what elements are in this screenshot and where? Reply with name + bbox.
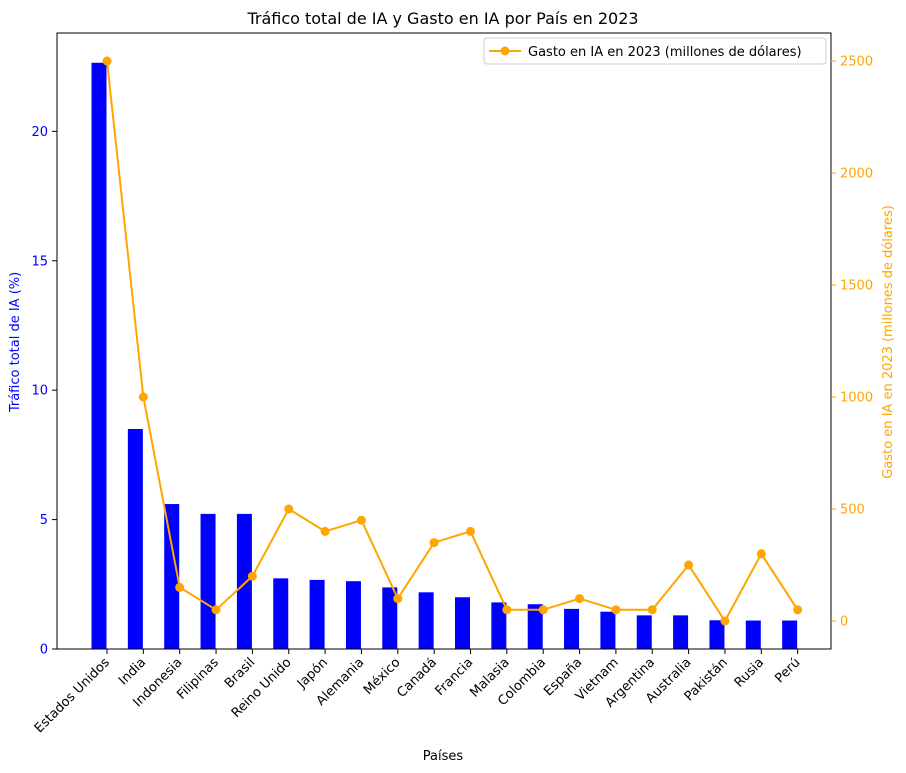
y-left-tick-label: 20 bbox=[31, 125, 48, 140]
y-right-tick-label: 1000 bbox=[840, 391, 873, 406]
y-axis-left-label: Tráfico total de IA (%) bbox=[8, 272, 23, 413]
y-left-tick-label: 0 bbox=[40, 643, 48, 658]
line-point bbox=[466, 526, 475, 536]
line-point bbox=[211, 605, 221, 615]
legend: Gasto en IA en 2023 (millones de dólares… bbox=[483, 37, 827, 65]
bar bbox=[164, 504, 180, 649]
line-point bbox=[793, 605, 803, 615]
line-point bbox=[756, 549, 766, 559]
bar bbox=[636, 615, 652, 649]
y-right-tick-label: 1500 bbox=[840, 279, 873, 294]
line-point bbox=[647, 605, 657, 615]
line-series bbox=[102, 56, 803, 626]
bar bbox=[745, 620, 761, 649]
x-tick-label: Perú bbox=[772, 655, 803, 686]
line-point bbox=[138, 392, 148, 402]
line-point bbox=[502, 605, 512, 615]
bar bbox=[273, 578, 289, 649]
line-point bbox=[538, 605, 548, 615]
bar bbox=[309, 579, 325, 649]
legend-box bbox=[483, 37, 827, 65]
bar bbox=[236, 513, 252, 649]
x-tick-label: Canadá bbox=[394, 655, 440, 701]
legend-marker-swatch bbox=[500, 46, 510, 56]
axes bbox=[56, 32, 832, 650]
x-tick-label: India bbox=[116, 655, 149, 688]
plot-frame bbox=[56, 32, 832, 650]
line-point bbox=[175, 582, 185, 592]
y-right-tick-label: 2000 bbox=[840, 167, 873, 182]
bar bbox=[127, 429, 143, 649]
bar bbox=[382, 587, 398, 649]
line-point bbox=[684, 560, 694, 570]
line-point bbox=[429, 538, 439, 548]
y-right-tick-label: 2500 bbox=[840, 55, 873, 70]
y-right-tick-label: 500 bbox=[840, 503, 865, 518]
y-left-tick-label: 5 bbox=[40, 513, 48, 528]
bar bbox=[91, 62, 107, 649]
bar bbox=[673, 615, 689, 649]
chart-title: Tráfico total de IA y Gasto en IA por Pa… bbox=[246, 9, 638, 28]
y-left-tick-label: 15 bbox=[31, 254, 48, 269]
line-point bbox=[320, 526, 330, 536]
bar bbox=[491, 602, 507, 649]
bar bbox=[709, 620, 725, 649]
x-tick-label: Estados Unidos bbox=[32, 655, 113, 736]
bar bbox=[345, 581, 361, 649]
line-point bbox=[284, 504, 294, 514]
line-point bbox=[575, 594, 585, 604]
bar bbox=[564, 608, 580, 649]
y-right-tick-label: 0 bbox=[840, 615, 848, 630]
line-point bbox=[611, 605, 621, 615]
line-point bbox=[102, 56, 112, 66]
bar bbox=[200, 513, 216, 649]
line-point bbox=[356, 515, 366, 525]
bar-series bbox=[91, 62, 798, 649]
x-tick-label: Rusia bbox=[732, 655, 767, 690]
bar bbox=[782, 620, 798, 649]
line-point bbox=[393, 594, 403, 604]
bar bbox=[527, 604, 543, 649]
bar bbox=[418, 592, 434, 649]
bar bbox=[600, 611, 616, 649]
x-axis-label: Países bbox=[423, 749, 464, 764]
bar bbox=[455, 597, 470, 649]
legend-label: Gasto en IA en 2023 (millones de dólares… bbox=[528, 45, 802, 60]
line-point bbox=[247, 571, 257, 581]
line-point bbox=[720, 616, 730, 626]
y-left-tick-label: 10 bbox=[31, 384, 48, 399]
line-path bbox=[106, 60, 799, 623]
y-axis-right-label: Gasto en IA en 2023 (millones de dólares… bbox=[881, 205, 896, 479]
